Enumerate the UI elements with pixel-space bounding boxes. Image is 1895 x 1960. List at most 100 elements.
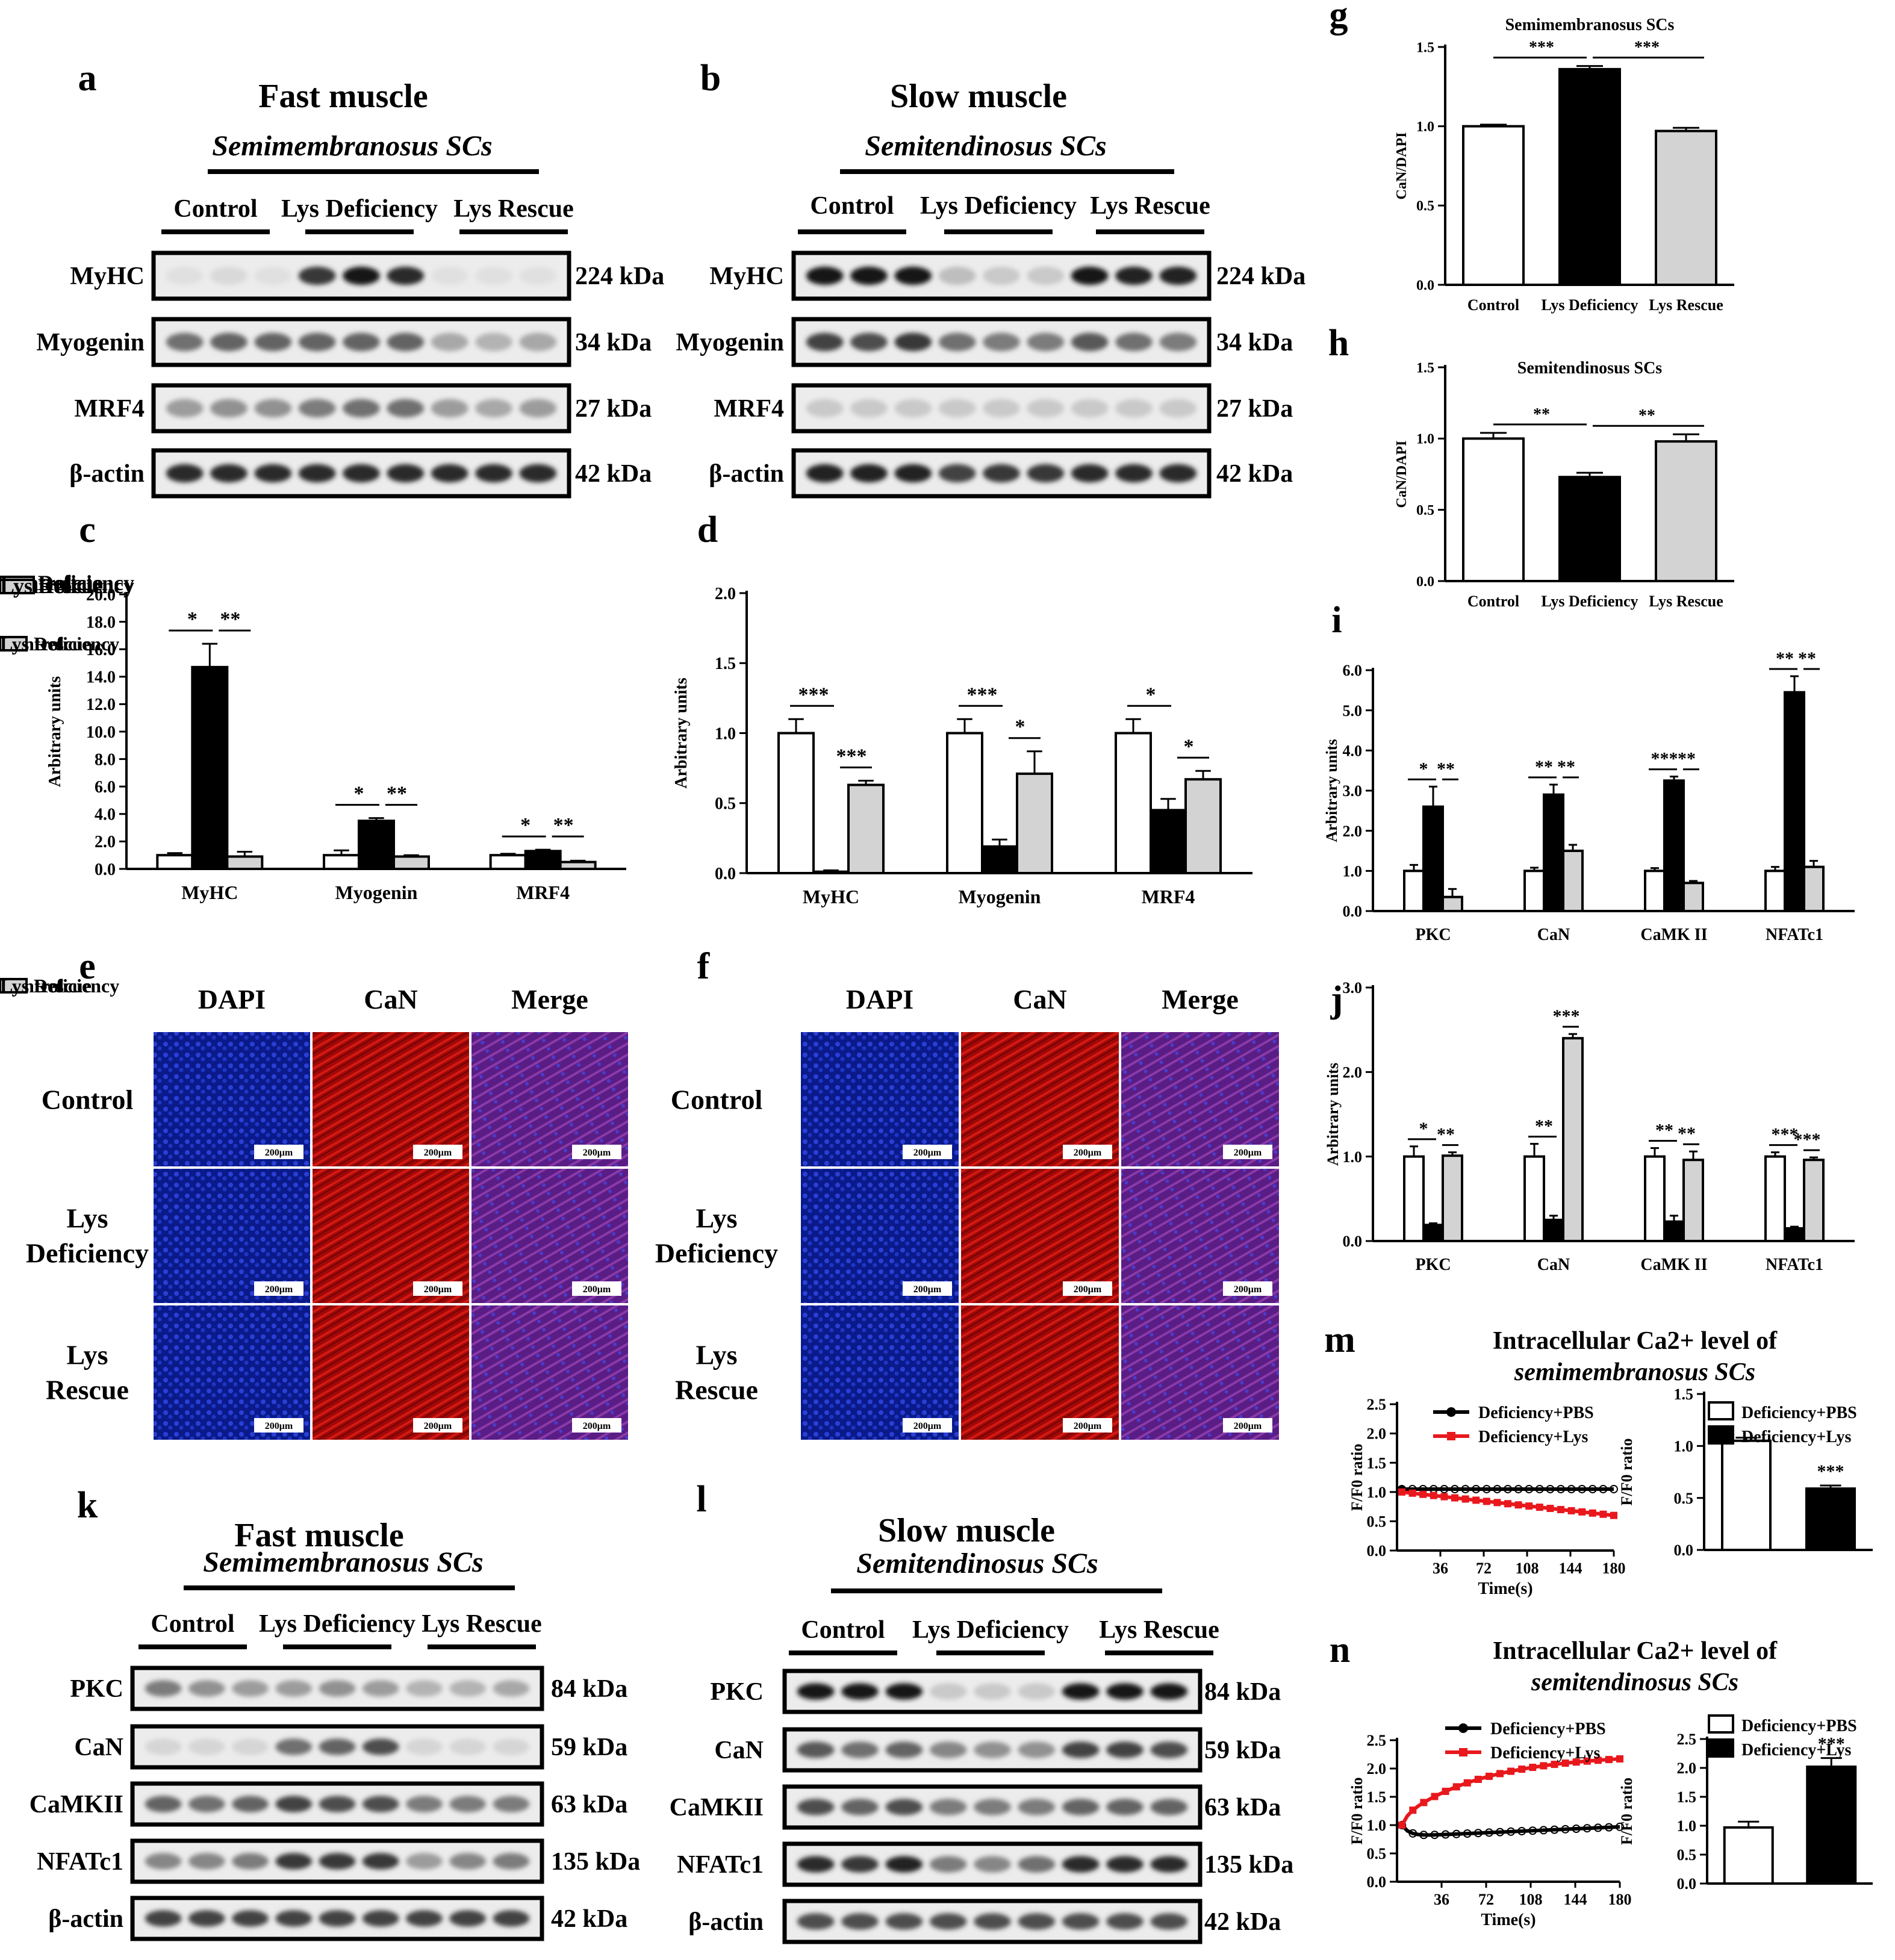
band-mark xyxy=(1151,1799,1188,1815)
band-mark xyxy=(431,399,468,417)
category-label: Lys Rescue xyxy=(1649,296,1723,314)
band-size: 27 kDa xyxy=(575,395,652,423)
band-mark xyxy=(1160,399,1197,417)
y-tick-label: 1.0 xyxy=(1343,1148,1363,1166)
bar xyxy=(1656,131,1716,285)
band-mark xyxy=(363,1738,399,1755)
y-tick-label: 6.0 xyxy=(1343,662,1363,679)
bar xyxy=(848,785,883,873)
scale-bar-label: 200μm xyxy=(913,1148,942,1158)
panel-letter: a xyxy=(78,58,97,99)
band-mark xyxy=(166,464,204,482)
bar xyxy=(1645,871,1664,911)
bar-chart-n_bar: 0.00.51.01.52.02.5F/F0 ratio***Deficienc… xyxy=(1618,1716,1873,1893)
y-tick-label: 1.5 xyxy=(1416,360,1434,376)
band-mark xyxy=(1018,1683,1056,1699)
band-label: PKC xyxy=(710,1678,764,1706)
band-mark xyxy=(1106,1683,1144,1699)
chart-title: Semitendinosus SCs xyxy=(1517,359,1663,378)
band-mark xyxy=(299,267,336,285)
band-mark xyxy=(939,333,976,351)
band-label: MRF4 xyxy=(714,395,784,423)
row-label: Deficiency xyxy=(26,1238,149,1269)
band-label: β-actin xyxy=(48,1905,123,1933)
band-mark xyxy=(1115,399,1153,417)
band-label: MyHC xyxy=(709,263,784,290)
scale-bar-label: 200μm xyxy=(424,1421,452,1431)
y-tick-label: 1.0 xyxy=(1343,862,1363,880)
y-tick-label: 1.0 xyxy=(715,724,736,743)
scale-bar-label: 200μm xyxy=(1234,1148,1262,1158)
y-tick-label: 0.0 xyxy=(1367,1873,1387,1891)
band-mark xyxy=(232,1910,269,1926)
data-point xyxy=(1546,1505,1554,1512)
band-mark xyxy=(886,1799,923,1815)
data-point xyxy=(1610,1512,1617,1519)
band-mark xyxy=(343,333,380,351)
data-point xyxy=(1605,1756,1613,1763)
western-blot-k: kFast muscleSemimembranosus SCsControl Ly… xyxy=(30,1485,641,1939)
data-point xyxy=(1472,1496,1480,1504)
band-mark xyxy=(188,1910,225,1926)
band-mark xyxy=(930,1913,967,1929)
band-label: PKC xyxy=(70,1675,123,1703)
group-label: Lys Deficiency xyxy=(259,1610,415,1638)
y-tick-label: 2.0 xyxy=(95,833,116,851)
panel-letter: d xyxy=(697,509,718,550)
band-mark xyxy=(1115,267,1153,285)
band-mark xyxy=(895,464,932,482)
legend-swatch xyxy=(1709,1402,1733,1419)
band-mark xyxy=(387,333,425,351)
y-tick-label: 2.5 xyxy=(1367,1732,1387,1749)
band-mark xyxy=(520,399,557,417)
y-tick-label: 0.0 xyxy=(1416,278,1434,293)
y-tick-label: 2.0 xyxy=(1343,823,1363,840)
y-tick-label: 0.5 xyxy=(715,795,736,814)
x-tick-label: 180 xyxy=(1608,1891,1632,1908)
bar xyxy=(1807,1767,1855,1884)
band-mark xyxy=(797,1856,835,1872)
significance-label: ** xyxy=(1798,649,1816,668)
x-tick-label: 36 xyxy=(1434,1891,1449,1908)
y-tick-label: 0.5 xyxy=(1416,199,1434,214)
y-tick-label: 2.5 xyxy=(1677,1731,1697,1748)
band-mark xyxy=(841,1741,879,1758)
bar-chart-g: g Semimembranosus SCs0.00.51.01.5CaN/DAPI… xyxy=(1330,0,1735,314)
legend-label: Deficiency+PBS xyxy=(1478,1404,1594,1422)
panel-letter: n xyxy=(1330,1629,1350,1670)
group-label: Lys Rescue xyxy=(1099,1616,1219,1644)
data-point xyxy=(1475,1776,1482,1783)
band-mark xyxy=(850,267,888,285)
band-mark xyxy=(406,1796,443,1812)
band-mark xyxy=(1115,333,1153,351)
scale-bar-label: 200μm xyxy=(424,1148,452,1158)
row-label: Lys xyxy=(695,1340,737,1370)
significance-label: * xyxy=(1419,1119,1428,1139)
band-mark xyxy=(493,1910,530,1926)
band-mark xyxy=(1106,1741,1144,1758)
group-label: Lys Deficiency xyxy=(281,195,438,223)
category-label: Control xyxy=(1467,296,1519,314)
band-mark xyxy=(1062,1799,1100,1815)
y-tick-label: 4.0 xyxy=(1343,742,1363,759)
category-label: CaN xyxy=(1537,1255,1570,1274)
y-axis-label: Arbitrary units xyxy=(1324,1063,1342,1166)
band-mark xyxy=(974,1856,1011,1872)
legend-marker xyxy=(1459,1748,1467,1756)
band-label: Myogenin xyxy=(676,329,784,356)
bar xyxy=(1560,477,1620,581)
y-tick-label: 1.0 xyxy=(1416,432,1434,447)
band-mark xyxy=(886,1913,923,1929)
band-mark xyxy=(930,1683,967,1699)
x-tick-label: 72 xyxy=(1478,1891,1494,1908)
bar xyxy=(192,667,227,869)
y-tick-label: 1.0 xyxy=(1677,1817,1697,1835)
significance-label: ** xyxy=(1678,749,1696,769)
data-point xyxy=(1557,1506,1564,1513)
row-label: Control xyxy=(671,1084,763,1115)
data-point xyxy=(1540,1762,1547,1769)
bar xyxy=(1664,780,1684,911)
band-mark xyxy=(431,267,468,285)
column-header: CaN xyxy=(364,984,417,1015)
band-mark xyxy=(406,1910,443,1926)
